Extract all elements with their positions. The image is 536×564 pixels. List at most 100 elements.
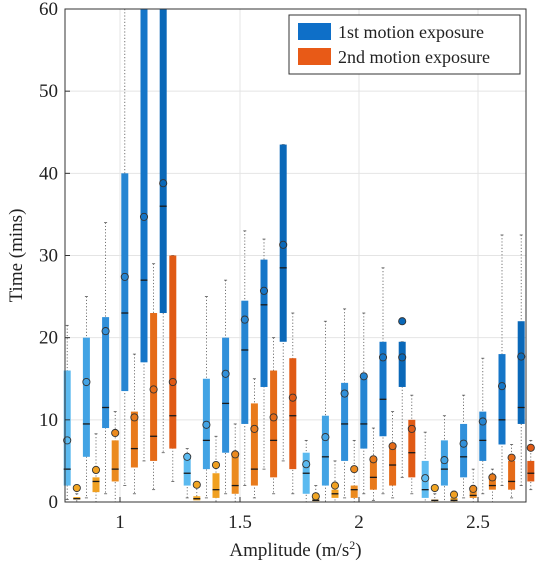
mean-marker [211, 460, 221, 470]
mean-marker [330, 481, 340, 490]
iqr-box [527, 460, 535, 482]
mean-marker [82, 377, 91, 387]
box-1.5-12 [288, 312, 297, 495]
box-1-5 [101, 222, 110, 495]
iqr-box [130, 411, 138, 468]
box-2.5-9 [497, 234, 507, 486]
iqr-box [488, 477, 496, 490]
y-tick-label: 50 [39, 81, 58, 102]
x-axis-label-superscript: 2 [349, 538, 355, 552]
mean-marker [168, 377, 177, 387]
box-1.5-6 [231, 423, 240, 503]
mean-marker [279, 240, 288, 249]
y-tick-label: 0 [49, 492, 59, 513]
box-1-4 [91, 433, 101, 503]
iqr-box [82, 337, 90, 457]
iqr-box [111, 440, 119, 482]
iqr-box [408, 419, 416, 478]
y-axis-ticks: 0 10 20 30 40 50 60 [39, 0, 70, 513]
mean-marker [111, 428, 120, 438]
mean-marker [398, 353, 407, 362]
iqr-box [321, 415, 329, 486]
mean-marker [159, 179, 168, 188]
legend: 1st motion exposure 2nd motion exposure [288, 14, 521, 75]
mean-marker [269, 413, 278, 422]
box-2-6 [350, 439, 359, 503]
box-2-5 [340, 308, 349, 499]
mean-marker [507, 453, 516, 462]
legend-swatch-1st-exposure [298, 23, 331, 40]
box-2-9 [378, 267, 388, 495]
mean-marker [478, 417, 487, 426]
iqr-box [360, 378, 368, 449]
box-1-12 [168, 255, 177, 482]
mean-marker [449, 490, 459, 499]
iqr-box [479, 411, 487, 461]
iqr-box [231, 452, 239, 494]
box-2.5-5 [459, 394, 468, 499]
outlier-point [398, 317, 407, 326]
iqr-box [270, 370, 278, 478]
iqr-box [341, 382, 349, 461]
iqr-box [169, 255, 177, 449]
mean-marker [388, 442, 397, 451]
y-tick-label: 60 [39, 0, 58, 20]
x-axis-label: Amplitude (m/s2) [229, 538, 361, 561]
mean-marker [120, 272, 129, 281]
iqr-box [63, 370, 71, 486]
box-1.5-4 [211, 435, 221, 503]
box-1.5-9 [259, 238, 269, 470]
iqr-box [450, 497, 458, 502]
mean-marker [469, 484, 478, 493]
mean-marker [311, 492, 320, 501]
mean-marker [72, 483, 81, 493]
box-series [63, 8, 535, 503]
mean-marker [378, 353, 388, 362]
x-tick-label: 2 [354, 512, 364, 533]
x-tick-label: 2.5 [466, 512, 490, 533]
box-1.5-7 [240, 230, 249, 486]
y-axis-label: Time (mins) [6, 209, 27, 303]
mean-marker [407, 424, 416, 433]
iqr-box [398, 341, 406, 387]
mean-marker [192, 480, 201, 489]
mean-marker [101, 327, 110, 336]
iqr-box [92, 477, 100, 493]
box-2-7 [359, 312, 368, 495]
x-tick-label: 1.5 [228, 512, 252, 533]
box-2-8 [369, 427, 378, 501]
mean-marker [231, 450, 240, 459]
iqr-box [379, 341, 387, 437]
mean-marker [369, 455, 378, 464]
box-2-1 [302, 439, 311, 503]
box-2.5-6 [469, 468, 478, 503]
mean-marker [259, 286, 269, 295]
box-2-2 [311, 485, 320, 503]
box-1.5-5 [221, 279, 230, 495]
box-2-11 [398, 317, 407, 478]
mean-marker [430, 483, 439, 493]
box-1.5-2 [192, 480, 201, 503]
box-2.5-8 [488, 468, 497, 503]
mean-marker [440, 456, 449, 465]
box-2.5-11 [517, 234, 526, 486]
box-1-6 [111, 411, 120, 503]
box-1.5-8 [250, 378, 259, 499]
box-1-9 [139, 8, 149, 462]
box-1-10 [149, 263, 158, 491]
mean-marker [202, 420, 211, 429]
mean-marker [302, 460, 311, 469]
iqr-box [517, 321, 525, 424]
mean-marker [139, 212, 149, 221]
box-2-12 [407, 394, 416, 495]
mean-marker [517, 352, 526, 361]
iqr-box [140, 9, 148, 363]
mean-marker [130, 413, 139, 422]
box-2.5-3 [440, 415, 449, 503]
box-2.5-1 [421, 431, 430, 503]
iqr-box [102, 317, 110, 429]
box-2.5-12 [526, 439, 535, 491]
mean-marker [359, 372, 368, 381]
iqr-box [212, 473, 220, 498]
box-2.5-7 [478, 357, 487, 495]
